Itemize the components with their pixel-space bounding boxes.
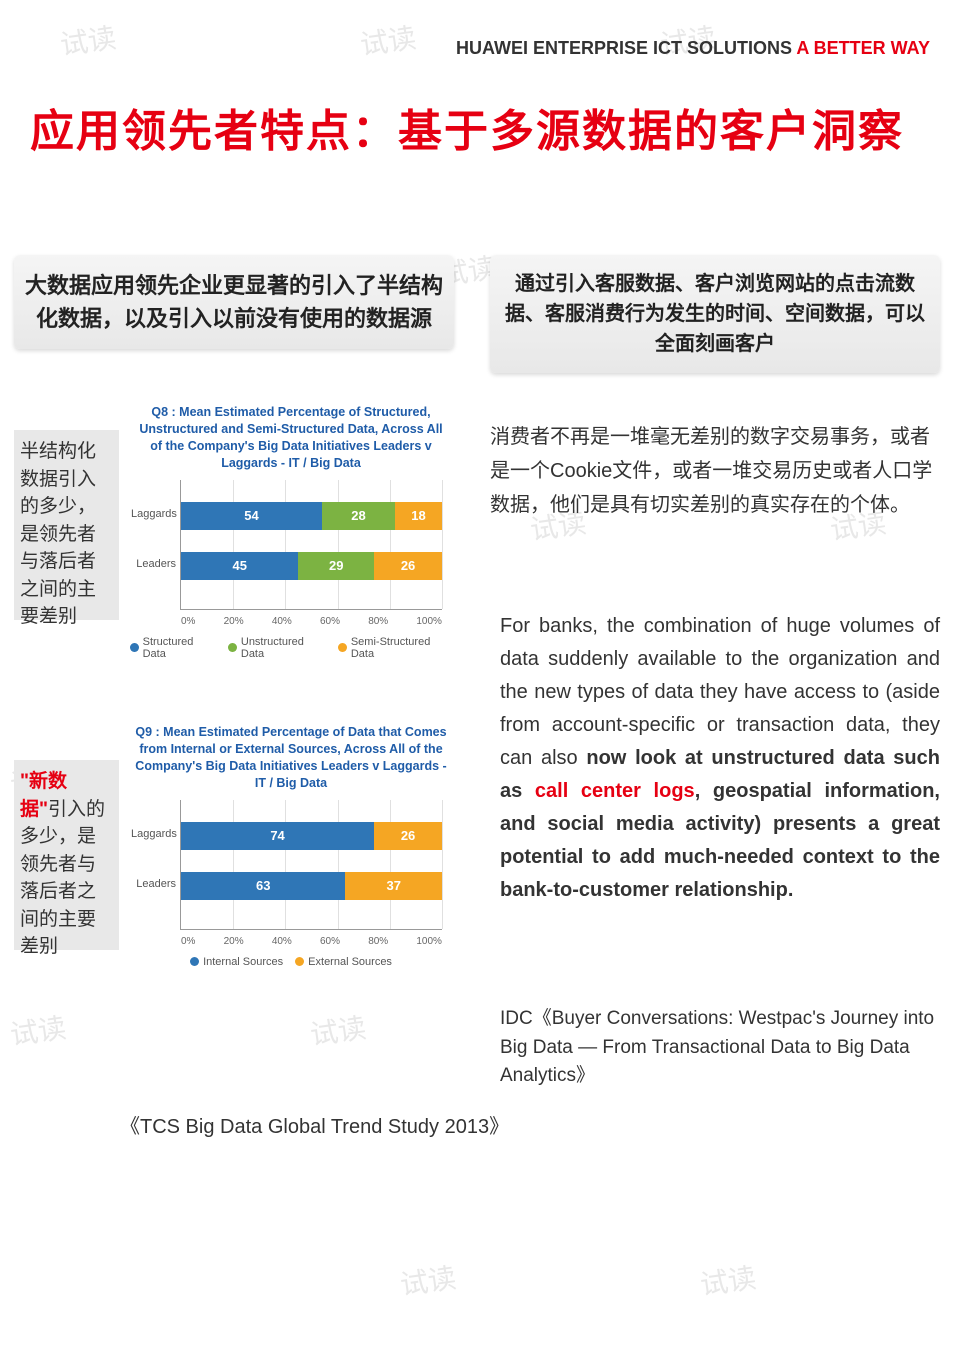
x-tick: 60% <box>320 936 340 947</box>
bar-row: 6337 <box>181 872 442 900</box>
watermark: 试读 <box>697 1256 758 1303</box>
legend-dot-icon <box>130 643 139 652</box>
x-tick: 60% <box>320 616 340 627</box>
p2-c: call center logs <box>535 780 695 802</box>
bar-segment: 26 <box>374 552 442 580</box>
bar-segment: 54 <box>181 502 322 530</box>
legend-label: Structured Data <box>143 636 217 660</box>
x-tick: 0% <box>181 616 195 627</box>
tagline-red: A BETTER WAY <box>796 38 930 58</box>
bar-label: Laggards <box>131 828 176 840</box>
watermark: 试读 <box>57 16 118 63</box>
bar-label: Laggards <box>131 508 176 520</box>
bar-label: Leaders <box>131 878 176 890</box>
watermark: 试读 <box>357 16 418 63</box>
x-tick: 20% <box>224 616 244 627</box>
p2-a: For banks, the combination of huge volum… <box>500 615 940 769</box>
bar-segment: 63 <box>181 872 345 900</box>
x-tick: 100% <box>416 936 442 947</box>
page-title: 应用领先者特点：基于多源数据的客户洞察 <box>30 95 904 159</box>
right-source-citation: IDC《Buyer Conversations: Westpac's Journ… <box>500 1005 940 1091</box>
legend-item: Unstructured Data <box>228 636 326 660</box>
x-tick: 80% <box>368 936 388 947</box>
bar-segment: 45 <box>181 552 298 580</box>
chart-q9-legend: Internal Sources External Sources <box>130 956 452 968</box>
tagline: HUAWEI ENTERPRISE ICT SOLUTIONS A BETTER… <box>456 38 930 59</box>
x-tick: 0% <box>181 936 195 947</box>
legend-item: Internal Sources <box>190 956 283 968</box>
sidebar-note-1: 半结构化数据引入的多少，是领先者与落后者之间的主要差别 <box>14 430 119 620</box>
x-tick: 80% <box>368 616 388 627</box>
bar-segment: 28 <box>322 502 395 530</box>
chart-q9-title: Q9 : Mean Estimated Percentage of Data t… <box>130 720 452 800</box>
legend-dot-icon <box>338 643 347 652</box>
x-tick: 100% <box>416 616 442 627</box>
x-tick: 40% <box>272 936 292 947</box>
right-paragraph-2: For banks, the combination of huge volum… <box>500 610 940 907</box>
bar-segment: 26 <box>374 822 442 850</box>
legend-dot-icon <box>190 957 199 966</box>
chart-q9: Q9 : Mean Estimated Percentage of Data t… <box>130 720 452 968</box>
right-paragraph-1: 消费者不再是一堆毫无差别的数字交易事务，或者是一个Cookie文件，或者一堆交易… <box>490 420 940 522</box>
legend-item: Structured Data <box>130 636 216 660</box>
watermark: 试读 <box>307 1006 368 1053</box>
chart-q8-area: Laggards542818Leaders4529260%20%40%60%80… <box>180 480 442 610</box>
watermark: 试读 <box>397 1256 458 1303</box>
bar-segment: 18 <box>395 502 442 530</box>
left-source-citation: 《TCS Big Data Global Trend Study 2013》 <box>120 1110 509 1139</box>
legend-label: External Sources <box>308 956 392 968</box>
chart-q8-title: Q8 : Mean Estimated Percentage of Struct… <box>130 400 452 480</box>
watermark: 试读 <box>7 1006 68 1053</box>
legend-item: Semi-Structured Data <box>338 636 452 660</box>
bar-segment: 29 <box>298 552 374 580</box>
chart-q9-area: Laggards7426Leaders63370%20%40%60%80%100… <box>180 800 442 930</box>
bar-segment: 37 <box>345 872 442 900</box>
legend-dot-icon <box>228 643 237 652</box>
tagline-main: HUAWEI ENTERPRISE ICT SOLUTIONS <box>456 38 796 58</box>
legend-item: External Sources <box>295 956 392 968</box>
legend-dot-icon <box>295 957 304 966</box>
legend-label: Internal Sources <box>203 956 283 968</box>
legend-label: Unstructured Data <box>241 636 326 660</box>
bar-row: 452926 <box>181 552 442 580</box>
chart-q8: Q8 : Mean Estimated Percentage of Struct… <box>130 400 452 660</box>
bar-row: 542818 <box>181 502 442 530</box>
x-tick: 40% <box>272 616 292 627</box>
bar-label: Leaders <box>131 558 176 570</box>
header-right-box: 通过引入客服数据、客户浏览网站的点击流数据、客服消费行为发生的时间、空间数据，可… <box>490 255 940 373</box>
note2-rest: 引入的多少，是领先者与落后者之间的主要差别 <box>20 799 105 958</box>
header-left-box: 大数据应用领先企业更显著的引入了半结构化数据，以及引入以前没有使用的数据源 <box>14 255 454 349</box>
bar-row: 7426 <box>181 822 442 850</box>
legend-label: Semi-Structured Data <box>351 636 452 660</box>
x-tick: 20% <box>224 936 244 947</box>
bar-segment: 74 <box>181 822 374 850</box>
sidebar-note-2: "新数据"引入的多少，是领先者与落后者之间的主要差别 <box>14 760 119 950</box>
chart-q8-legend: Structured Data Unstructured Data Semi-Str… <box>130 636 452 660</box>
